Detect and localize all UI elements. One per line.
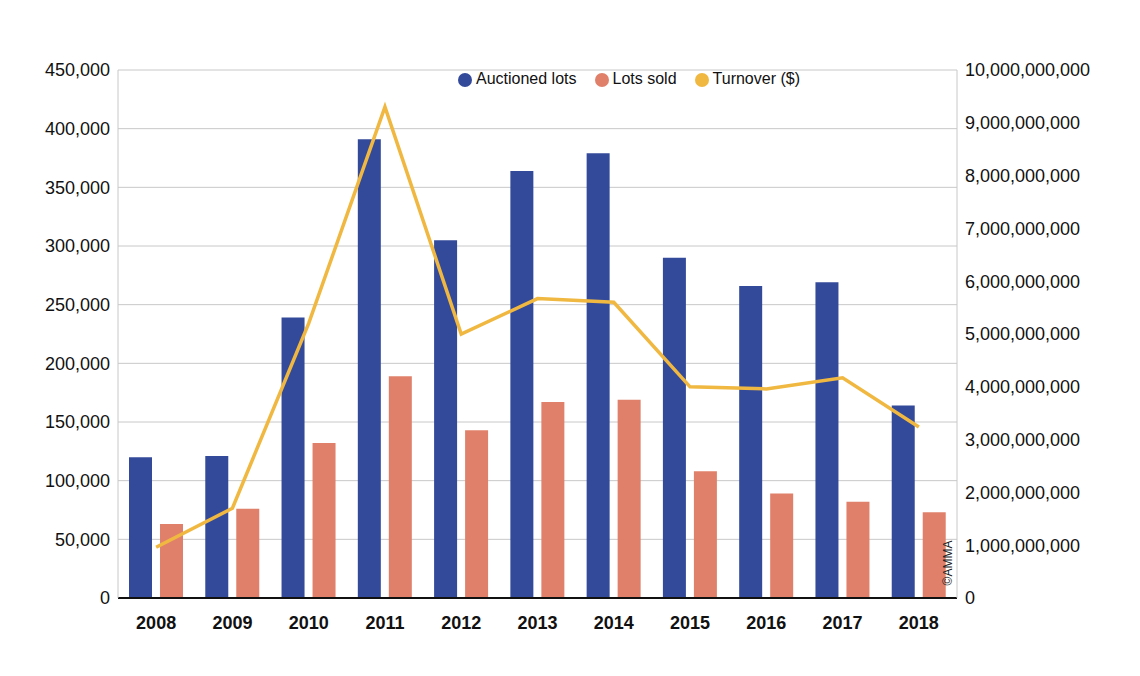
- svg-text:50,000: 50,000: [55, 530, 110, 550]
- svg-text:4,000,000,000: 4,000,000,000: [965, 377, 1080, 397]
- svg-text:2018: 2018: [899, 613, 939, 633]
- svg-text:1,000,000,000: 1,000,000,000: [965, 536, 1080, 556]
- svg-text:100,000: 100,000: [45, 471, 110, 491]
- svg-text:2,000,000,000: 2,000,000,000: [965, 483, 1080, 503]
- svg-text:5,000,000,000: 5,000,000,000: [965, 324, 1080, 344]
- svg-text:2012: 2012: [441, 613, 481, 633]
- svg-text:2017: 2017: [823, 613, 863, 633]
- svg-text:2014: 2014: [594, 613, 634, 633]
- svg-text:2015: 2015: [670, 613, 710, 633]
- svg-text:2009: 2009: [212, 613, 252, 633]
- svg-text:8,000,000,000: 8,000,000,000: [965, 166, 1080, 186]
- svg-text:0: 0: [965, 588, 975, 608]
- html-text:Turnover ($): Turnover ($): [712, 70, 800, 87]
- svg-text:0: 0: [100, 588, 110, 608]
- svg-text:10,000,000,000: 10,000,000,000: [965, 60, 1090, 80]
- svg-text:3,000,000,000: 3,000,000,000: [965, 430, 1080, 450]
- svg-text:200,000: 200,000: [45, 354, 110, 374]
- html-text:Lots sold: Lots sold: [612, 70, 677, 87]
- svg-text:2010: 2010: [289, 613, 329, 633]
- svg-text:350,000: 350,000: [45, 178, 110, 198]
- svg-text:300,000: 300,000: [45, 236, 110, 256]
- svg-text:250,000: 250,000: [45, 295, 110, 315]
- svg-text:9,000,000,000: 9,000,000,000: [965, 113, 1080, 133]
- svg-text:400,000: 400,000: [45, 119, 110, 139]
- svg-text:2013: 2013: [517, 613, 557, 633]
- html-text:Auctioned lots: Auctioned lots: [476, 70, 577, 87]
- svg-text:6,000,000,000: 6,000,000,000: [965, 272, 1080, 292]
- svg-text:2016: 2016: [746, 613, 786, 633]
- svg-text:2008: 2008: [136, 613, 176, 633]
- svg-text:450,000: 450,000: [45, 60, 110, 80]
- svg-text:7,000,000,000: 7,000,000,000: [965, 219, 1080, 239]
- svg-text:150,000: 150,000: [45, 412, 110, 432]
- svg-text:2011: 2011: [365, 613, 404, 633]
- html-text:©AMMA: ©AMMA: [941, 540, 956, 586]
